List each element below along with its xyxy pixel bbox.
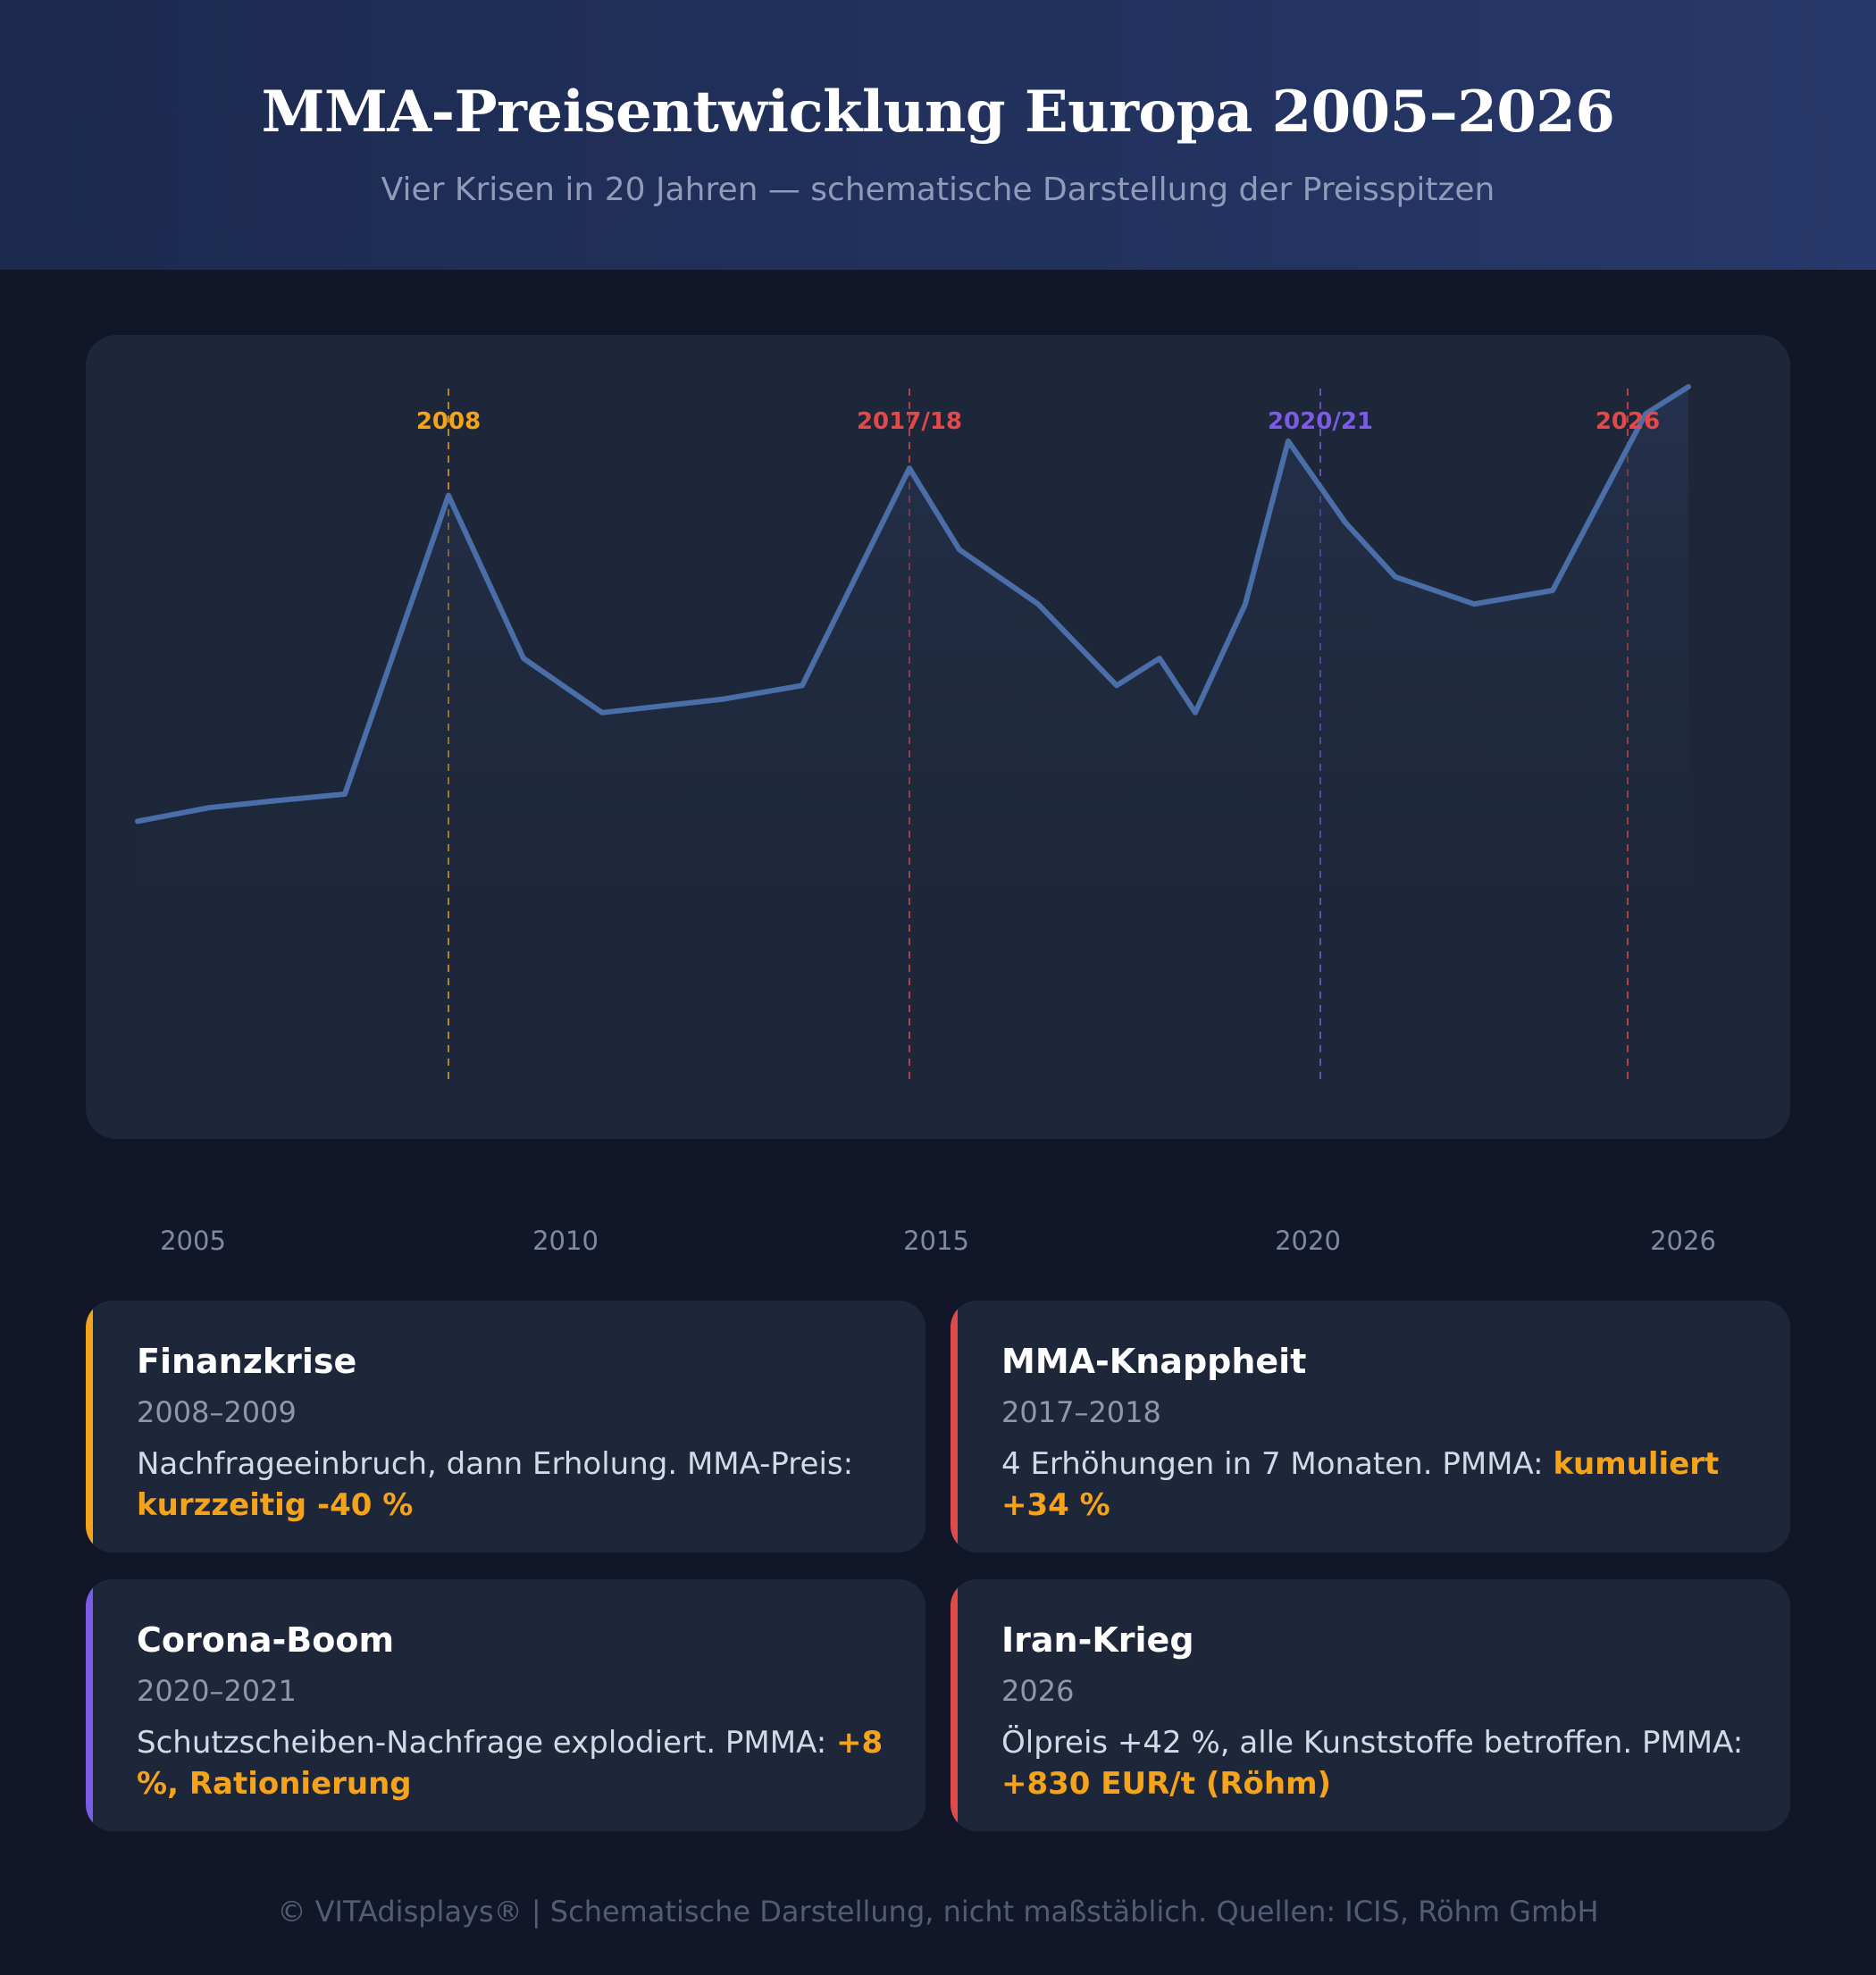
crisis-card-corona-boom: Corona-Boom 2020–2021 Schutzscheiben-Nac… [86,1579,925,1831]
card-text: Ölpreis +42 %, alle Kunststoffe betroffe… [1001,1725,1744,1802]
crisis-marker-label-2: 2020/21 [1268,408,1373,435]
card-highlight: +830 EUR/t (Röhm) [1001,1766,1332,1802]
card-text: Schutzscheiben-Nachfrage explodiert. PMM… [137,1725,884,1802]
card-title: Iran-Krieg [1001,1620,1194,1660]
x-tick-label: 2020 [1275,1226,1341,1256]
crisis-card-mma-knappheit: MMA-Knappheit 2017–2018 4 Erhöhungen in … [951,1301,1790,1552]
price-area-fill [138,387,1688,978]
card-accent-stripe [951,1579,958,1831]
card-accent-stripe [86,1301,93,1552]
card-highlight: kumuliert +34 % [1001,1446,1720,1523]
crisis-marker-label-1: 2017/18 [857,408,962,435]
x-tick-label: 2005 [160,1226,226,1256]
card-text: 4 Erhöhungen in 7 Monaten. PMMA: kumulie… [1001,1446,1720,1523]
card-accent-stripe [951,1301,958,1552]
x-tick-label: 2010 [532,1226,599,1256]
card-text: Nachfrageeinbruch, dann Erholung. MMA-Pr… [137,1446,854,1523]
card-highlight: kurzzeitig -40 % [137,1487,414,1523]
crisis-card-iran-krieg: Iran-Krieg 2026 Ölpreis +42 %, alle Kuns… [951,1579,1790,1831]
footer-source-note: © VITAdisplays® | Schematische Darstellu… [277,1895,1599,1929]
crisis-marker-label-3: 2026 [1595,408,1660,435]
card-highlight: +8 %, Rationierung [137,1725,884,1802]
price-line-chart: 2008 2017/18 2020/21 2026 [135,384,1691,1085]
card-years: 2008–2009 [137,1395,297,1429]
card-years: 2017–2018 [1001,1395,1161,1429]
page-subtitle: Vier Krisen in 20 Jahren — schematische … [381,172,1495,208]
card-accent-stripe [86,1579,93,1831]
page-title: MMA-Preisentwicklung Europa 2005–2026 [261,79,1615,146]
card-title: Finanzkrise [137,1342,357,1381]
price-series-line [135,384,1691,824]
crisis-card-finanzkrise: Finanzkrise 2008–2009 Nachfrageeinbruch,… [86,1301,925,1552]
crisis-marker-label-0: 2008 [416,408,481,435]
x-tick-label: 2015 [903,1226,969,1256]
card-years: 2026 [1001,1674,1075,1708]
card-years: 2020–2021 [137,1674,297,1708]
x-tick-label: 2026 [1650,1226,1716,1256]
header-banner: MMA-Preisentwicklung Europa 2005–2026 Vi… [0,0,1876,270]
card-title: MMA-Knappheit [1001,1342,1307,1381]
card-title: Corona-Boom [137,1620,395,1660]
